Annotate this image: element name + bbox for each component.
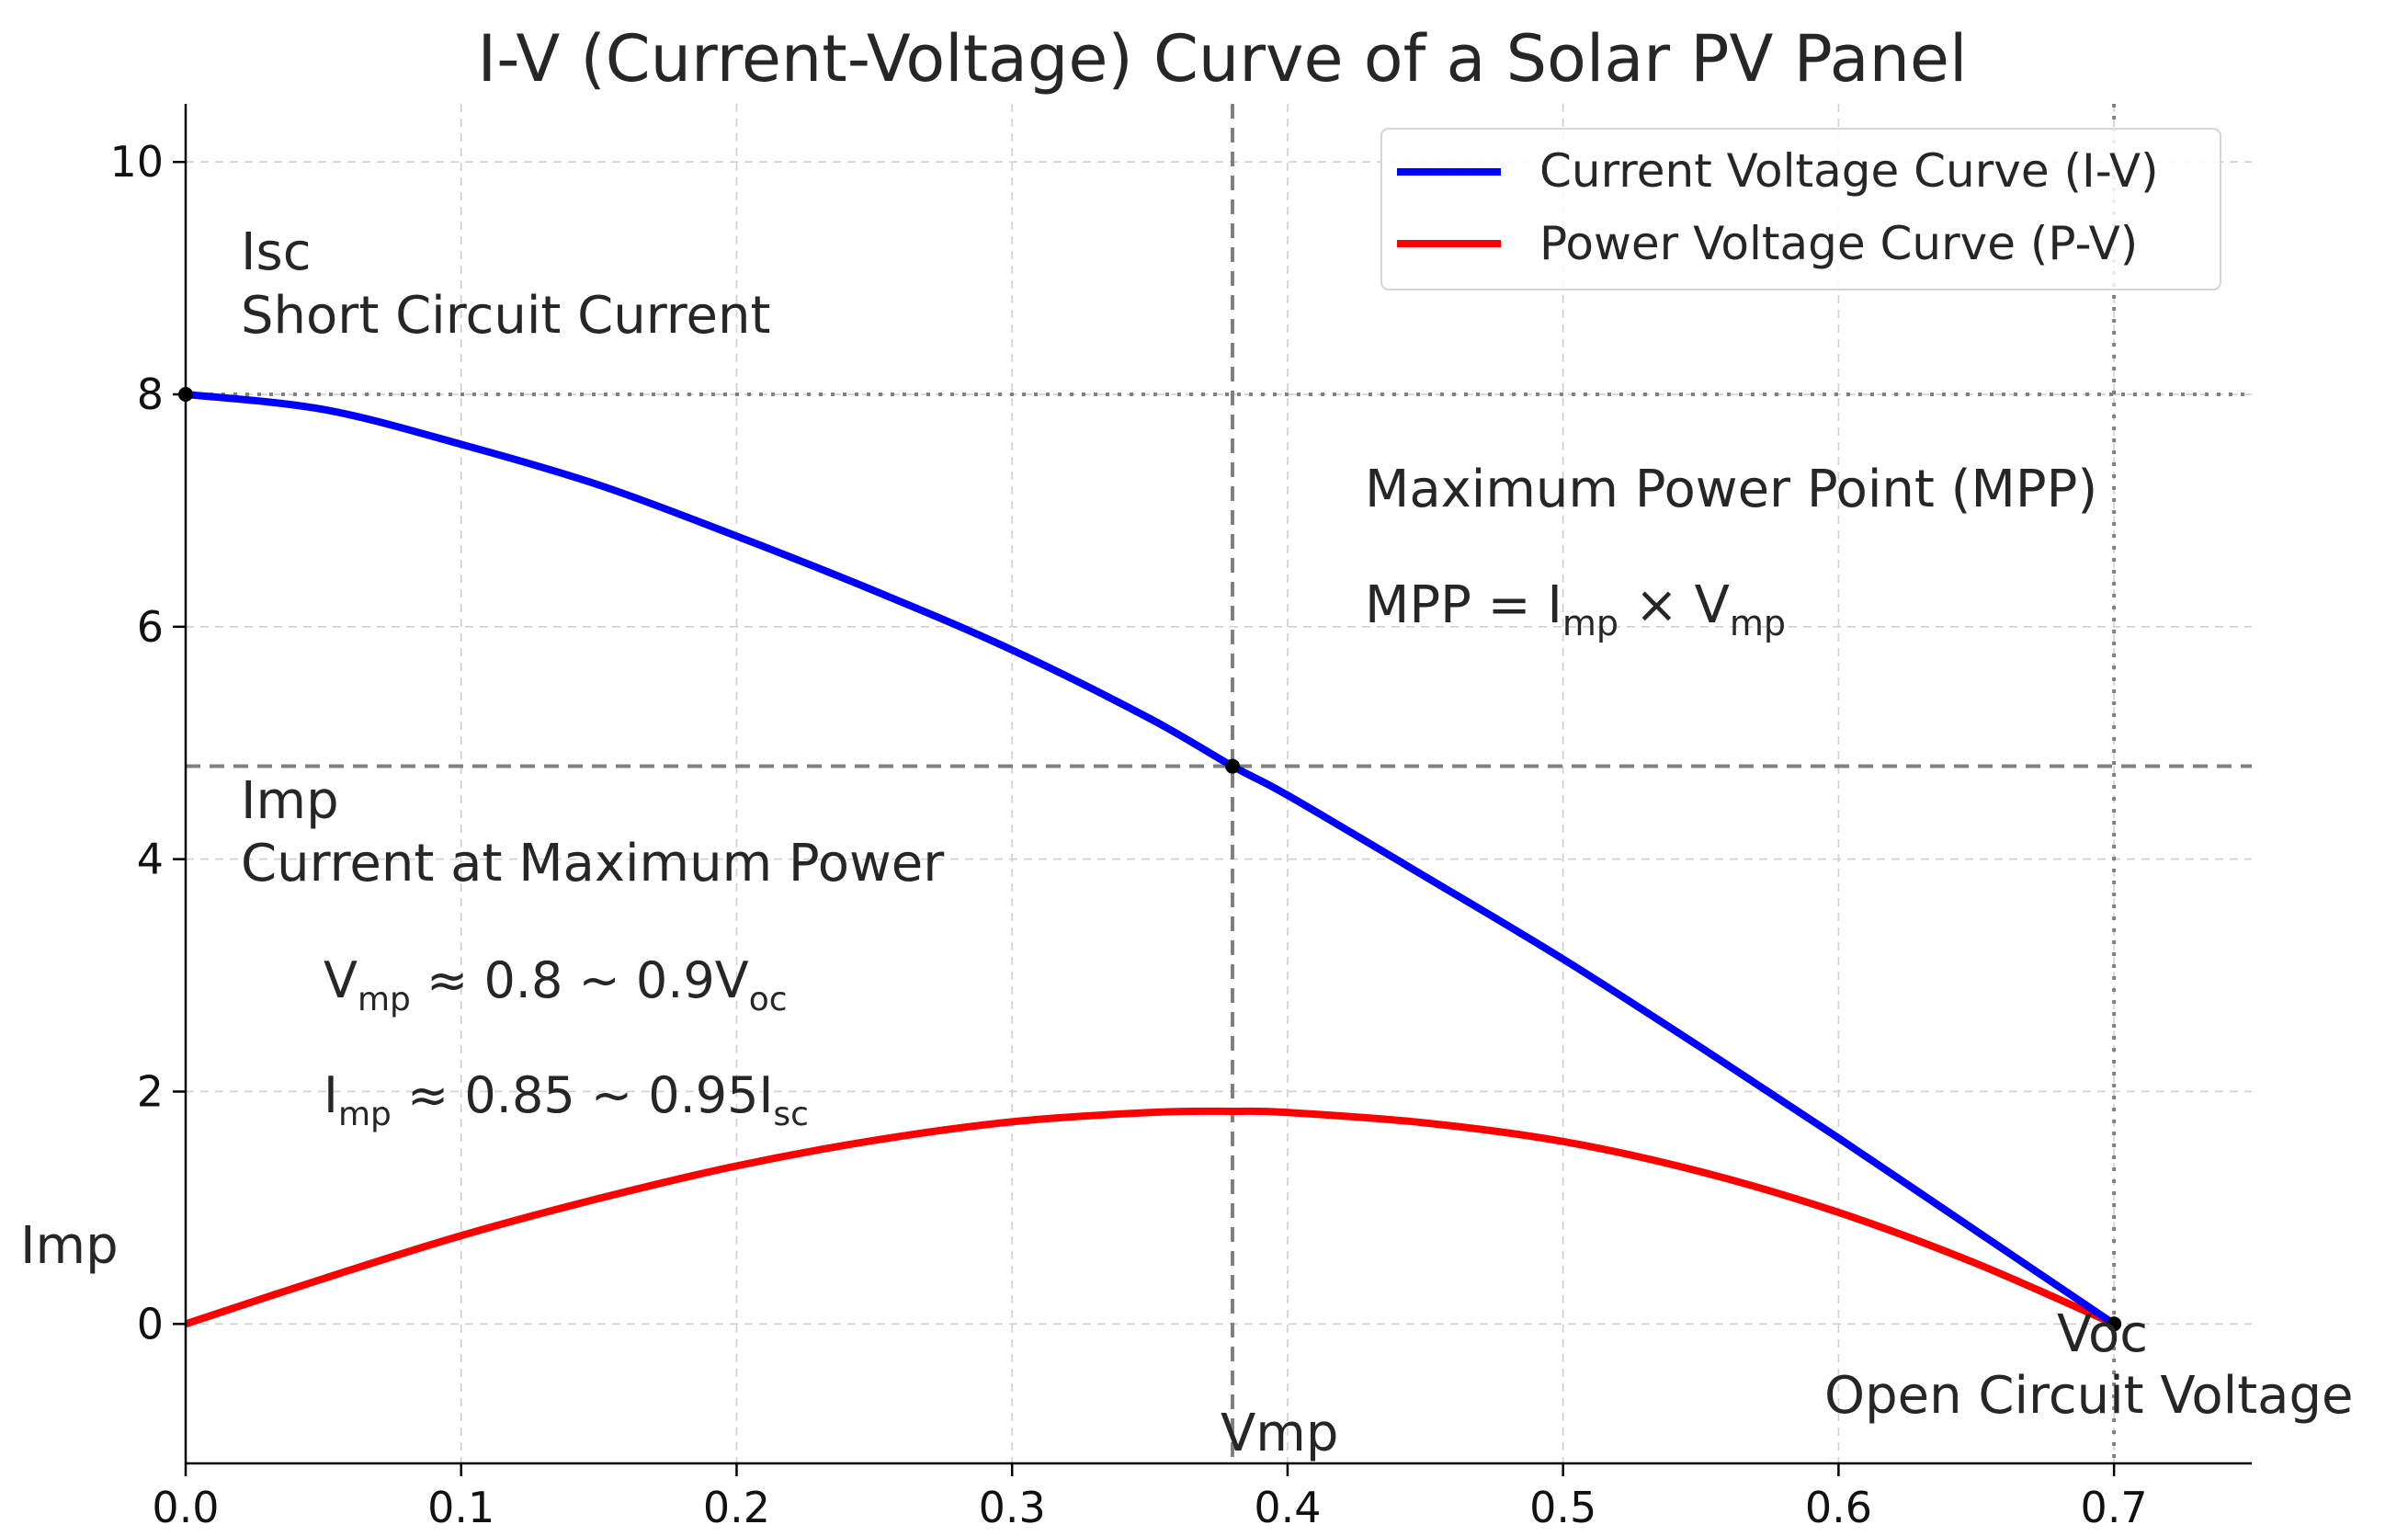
mpp-title: Maximum Power Point (MPP) [1365,460,2097,519]
vmp-formula: Vmp ≈ 0.8 ~ 0.9Voc [324,951,788,1018]
x-tick-label: 0.2 [703,1483,770,1532]
series-line-pv [184,1107,2116,1328]
legend: Current Voltage Curve (I-V) Power Voltag… [1380,128,2221,290]
voc-symbol: Voc [2057,1304,2148,1364]
y-tick-label: 6 [137,602,164,652]
imp-description: Current at Maximum Power [241,834,945,893]
voc-description: Open Circuit Voltage [1824,1366,2353,1426]
x-tick-label: 0.3 [979,1483,1046,1532]
x-tick-label: 0.6 [1805,1483,1872,1532]
y-tick-label: 0 [137,1299,164,1348]
ticks: 0.0 0.1 0.2 0.3 0.4 0.5 0.6 0.7 0 2 4 6 8 10 [109,137,2147,1532]
x-tick-label: 0.5 [1529,1483,1596,1532]
mpp-formula: MPP = Imp × Vmp [1365,575,1786,643]
y-tick-label: 8 [137,370,164,419]
reference-lines [186,104,2252,1463]
chart-title: I-V (Current-Voltage) Curve of a Solar P… [478,21,1968,97]
y-tick-label: 4 [137,835,164,884]
legend-box [1380,128,2221,290]
x-tick-label: 0.0 [152,1483,219,1532]
x-tick-label: 0.1 [427,1483,494,1532]
isc-description: Short Circuit Current [241,286,770,346]
imp-symbol: Imp [241,771,339,831]
imp-formula: Imp ≈ 0.85 ~ 0.95Isc [324,1066,809,1133]
y-tick-label: 10 [109,137,164,187]
legend-label-iv: Current Voltage Curve (I-V) [1539,144,2159,198]
mpp-point [1224,758,1240,774]
voc-point [2107,1316,2122,1332]
y-tick-label: 2 [137,1066,164,1116]
x-tick-label: 0.7 [2081,1483,2148,1532]
series-layer [184,391,2117,1328]
isc-symbol: Isc [241,222,311,282]
x-tick-label: 0.4 [1254,1483,1321,1532]
vmp-label: Vmp [1221,1404,1338,1463]
legend-label-pv: Power Voltage Curve (P-V) [1539,217,2138,270]
imp-axis-label: Imp [20,1216,119,1276]
series-line-iv [185,391,2117,1327]
